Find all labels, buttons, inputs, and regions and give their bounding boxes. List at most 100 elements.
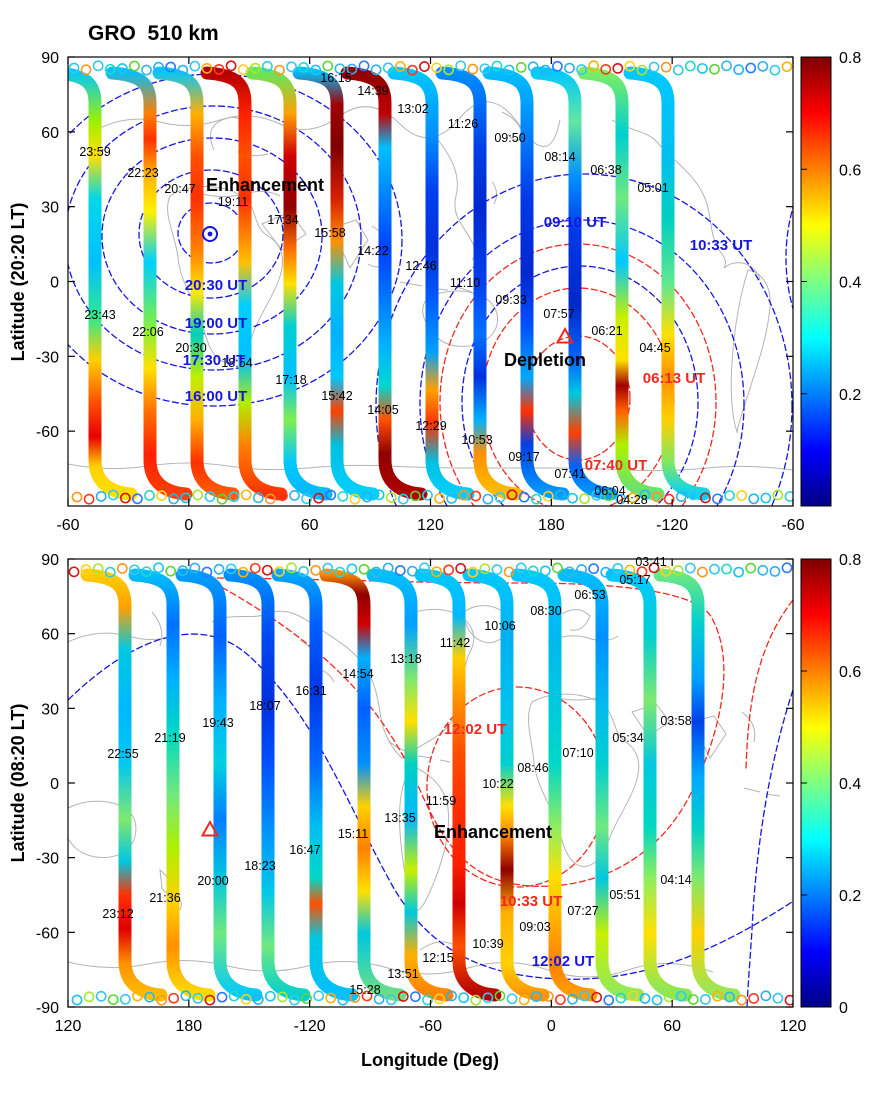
track-polar-circle xyxy=(322,562,334,574)
track-time-label: 15:11 xyxy=(338,827,368,841)
y-tick-label: -90 xyxy=(36,1000,59,1017)
track-polar-circle xyxy=(470,994,482,1006)
colorbar-tick-label: 0.4 xyxy=(839,275,861,292)
blue-ut-contour xyxy=(101,137,323,335)
track-polar-circle xyxy=(443,64,455,76)
track-polar-circle xyxy=(494,990,506,1002)
track-polar-circle xyxy=(624,564,636,576)
track-polar-circle xyxy=(567,492,578,504)
track-polar-circle xyxy=(237,566,249,578)
track-polar-circle xyxy=(446,990,458,1002)
track-polar-circle xyxy=(189,562,201,574)
track-polar-circle xyxy=(213,63,225,75)
track-time-label: 09:33 xyxy=(495,293,526,307)
ut-contour-label: 10:33 UT xyxy=(500,893,563,910)
x-tick-label: 120 xyxy=(55,1018,82,1035)
track-time-label: 11:59 xyxy=(426,794,456,808)
track-time-label: 11:26 xyxy=(448,117,478,131)
track-polar-circle xyxy=(564,566,575,578)
track-polar-circle xyxy=(406,64,418,76)
panel-top-axes: -60 0 60 120 180 -120 -60 90 60 30 0 -30 -60 xyxy=(36,50,805,534)
track-time-label: 11:10 xyxy=(450,276,480,290)
track-polar-circle xyxy=(228,491,240,503)
track-polar-circle xyxy=(494,492,506,503)
ut-contour-label: 12:02 UT xyxy=(444,721,507,738)
track-polar-circle xyxy=(180,990,192,1002)
track-polar-circle xyxy=(213,563,225,575)
track-polar-circle xyxy=(458,992,470,1004)
track-polar-circle xyxy=(443,564,455,576)
track-time-label: 16:47 xyxy=(289,843,320,857)
y-tick-label: 90 xyxy=(41,50,59,67)
track-polar-circle xyxy=(104,566,116,578)
track-time-label: 18:23 xyxy=(244,859,275,873)
track-polar-circle xyxy=(382,62,394,74)
track-polar-circle xyxy=(542,490,554,502)
track-polar-circle xyxy=(636,566,648,578)
track-polar-circle xyxy=(156,994,167,1006)
track-polar-circle xyxy=(745,62,757,74)
track-time-label: 13:18 xyxy=(390,652,421,666)
track-polar-circle xyxy=(648,562,660,574)
satellite-track xyxy=(319,568,407,1002)
track-polar-circle xyxy=(349,493,361,505)
satellite-track xyxy=(271,568,359,1002)
track-polar-circle xyxy=(168,992,180,1004)
track-polar-circle xyxy=(322,60,334,72)
track-polar-circle xyxy=(431,566,442,578)
track-polar-circle xyxy=(503,64,515,76)
track-polar-circle xyxy=(337,490,349,502)
track-time-label: 08:14 xyxy=(544,150,575,164)
track-polar-circle xyxy=(748,493,760,505)
track-polar-circle xyxy=(675,990,687,1002)
track-polar-circle xyxy=(153,562,164,574)
track-polar-circle xyxy=(409,991,421,1003)
track-polar-circle xyxy=(712,990,723,1002)
track-polar-circle xyxy=(697,566,708,578)
track-polar-circle xyxy=(781,61,793,73)
x-tick-label: -120 xyxy=(656,517,688,534)
track-time-label: 16:15 xyxy=(320,71,351,85)
track-polar-circle xyxy=(385,492,397,503)
y-tick-label: -30 xyxy=(36,851,59,868)
track-polar-circle xyxy=(80,564,92,576)
track-polar-circle xyxy=(515,61,527,73)
track-time-label: 06:21 xyxy=(591,324,622,338)
track-time-label: 16:31 xyxy=(295,684,326,698)
coastline xyxy=(167,186,284,363)
track-polar-circle xyxy=(252,492,264,504)
track-polar-circle xyxy=(83,991,95,1003)
track-polar-circle xyxy=(733,566,745,578)
red-ut-contour xyxy=(745,599,793,771)
track-polar-circle xyxy=(397,991,409,1002)
track-polar-circle xyxy=(298,566,310,577)
track-time-label: 03:41 xyxy=(635,555,666,569)
ut-contour-label: 19:00 UT xyxy=(185,315,248,332)
track-polar-circle xyxy=(104,63,116,75)
track-polar-circle xyxy=(503,566,515,578)
y-axis-label-bottom-panel: Latitude (08:20 LT) xyxy=(8,704,28,863)
track-polar-circle xyxy=(277,991,288,1003)
track-polar-circle xyxy=(419,562,430,574)
track-polar-circle xyxy=(165,565,177,577)
track-polar-circle xyxy=(310,564,322,576)
blue-ut-contour xyxy=(68,73,403,407)
track-polar-circle xyxy=(576,64,587,75)
track-polar-circle xyxy=(684,562,696,574)
track-polar-circle xyxy=(373,489,385,501)
track-polar-circle xyxy=(394,565,406,576)
track-time-label: 12:29 xyxy=(415,419,446,433)
track-polar-circle xyxy=(627,492,639,504)
track-polar-circle xyxy=(721,60,732,72)
blue-ut-contour xyxy=(746,689,793,1007)
track-polar-circle xyxy=(189,60,201,72)
track-polar-circle xyxy=(554,994,566,1006)
track-polar-circle xyxy=(564,62,575,74)
track-polar-circle xyxy=(588,60,600,72)
track-polar-circle xyxy=(107,489,119,501)
track-time-label: 22:55 xyxy=(107,747,138,761)
x-tick-label: 120 xyxy=(780,1018,807,1035)
track-polar-circle xyxy=(724,991,735,1003)
satellite-track xyxy=(223,568,311,1002)
track-polar-circle xyxy=(370,64,382,76)
